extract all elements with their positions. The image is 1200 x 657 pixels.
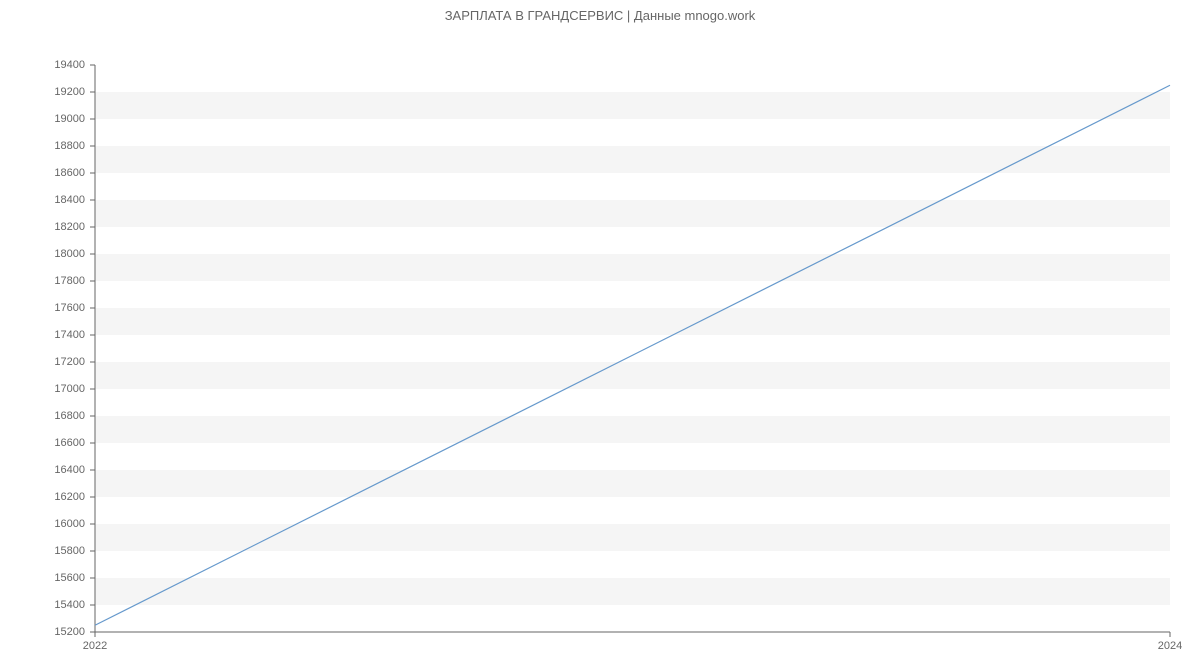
x-tick-label: 2022 (83, 640, 107, 652)
y-tick-label: 18200 (0, 221, 85, 233)
y-tick-label: 16800 (0, 410, 85, 422)
y-tick-label: 16000 (0, 518, 85, 530)
y-tick-label: 17200 (0, 356, 85, 368)
y-tick-label: 18800 (0, 140, 85, 152)
y-tick-label: 16200 (0, 491, 85, 503)
chart-area: 15200 15400 15600 15800 16000 16200 16400 16600… (0, 27, 1200, 657)
y-tick-label: 18000 (0, 248, 85, 260)
y-tick-label: 19000 (0, 113, 85, 125)
chart-title: ЗАРПЛАТА В ГРАНДСЕРВИС | Данные mnogo.wo… (0, 0, 1200, 27)
y-tick-label: 16400 (0, 464, 85, 476)
y-tick-label: 15600 (0, 572, 85, 584)
x-tick-label: 2024 (1158, 640, 1182, 652)
y-tick-label: 16600 (0, 437, 85, 449)
y-tick-label: 19200 (0, 86, 85, 98)
y-tick-label: 15800 (0, 545, 85, 557)
y-tick-label: 19400 (0, 59, 85, 71)
y-tick-label: 17400 (0, 329, 85, 341)
line-chart-svg (0, 27, 1200, 657)
y-tick-label: 17000 (0, 383, 85, 395)
y-tick-label: 18400 (0, 194, 85, 206)
y-tick-label: 17800 (0, 275, 85, 287)
y-tick-label: 15400 (0, 599, 85, 611)
y-tick-label: 15200 (0, 626, 85, 638)
y-tick-label: 17600 (0, 302, 85, 314)
y-tick-label: 18600 (0, 167, 85, 179)
